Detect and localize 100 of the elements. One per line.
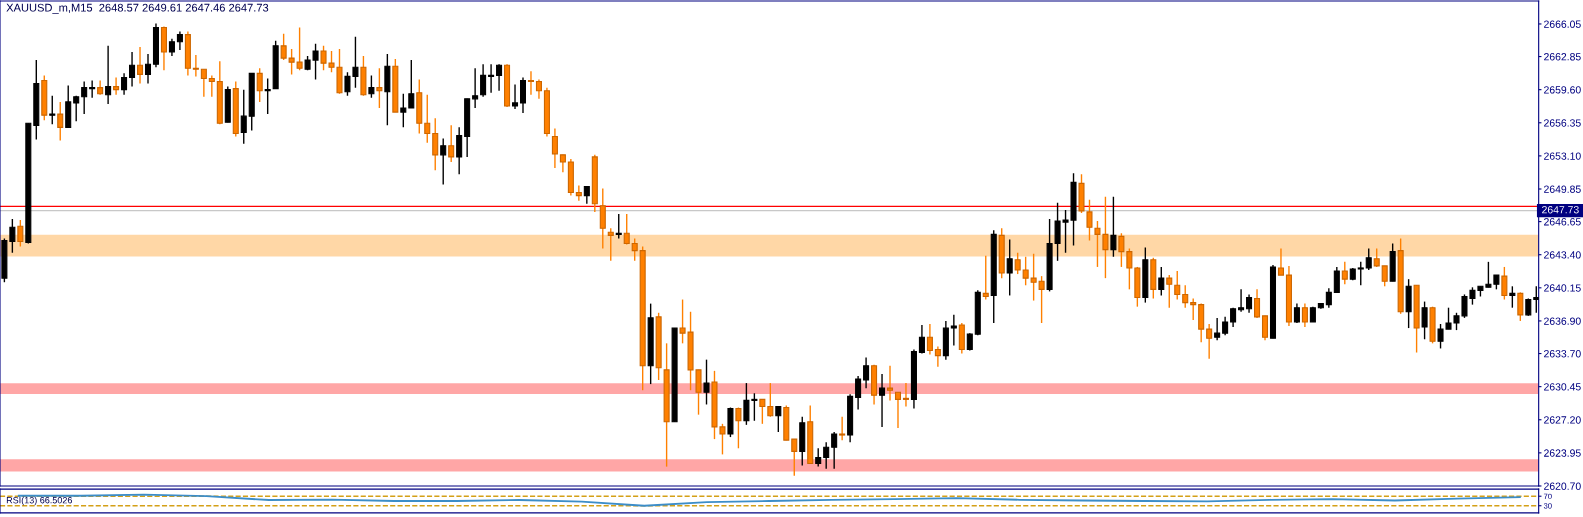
candlestick [81, 80, 88, 115]
candlestick [519, 76, 527, 114]
candlestick [488, 63, 495, 94]
candlestick [791, 438, 798, 477]
candlestick [551, 127, 558, 169]
candlestick [1365, 247, 1372, 271]
candlestick [982, 255, 989, 301]
candlestick [440, 137, 447, 186]
candlestick [136, 46, 144, 85]
candlestick [575, 184, 582, 202]
candlestick [432, 117, 439, 171]
candlestick [1341, 261, 1348, 285]
y-tick-label: 2646.65 [1544, 218, 1581, 226]
candlestick [631, 237, 638, 262]
y-tick-label: 2627.20 [1544, 416, 1581, 424]
candlestick [49, 95, 56, 126]
candlestick [1501, 266, 1508, 301]
candlestick [89, 79, 96, 99]
candlestick [496, 63, 503, 92]
y-tick-label: 2640.15 [1544, 284, 1581, 292]
candlestick [208, 74, 215, 98]
candlestick [703, 358, 710, 406]
candlestick [105, 45, 112, 105]
ref-line-label: 2647.73 [1542, 206, 1579, 214]
y-tick-label: 2656.35 [1544, 119, 1581, 127]
candlestick [894, 391, 902, 429]
y-tick-label: 2653.10 [1544, 152, 1581, 160]
candlestick [815, 447, 822, 468]
candlestick [1333, 266, 1340, 294]
candlestick [759, 398, 766, 425]
candlestick [400, 93, 407, 129]
candlestick [113, 76, 120, 96]
candlestick [823, 441, 830, 470]
y-tick-label: 2643.40 [1544, 251, 1581, 259]
candlestick [1014, 251, 1021, 275]
candlestick [855, 375, 862, 411]
candlestick [1206, 323, 1213, 360]
candlestick [1238, 288, 1245, 313]
candlestick [57, 101, 64, 142]
y-tick-label: 2630.45 [1544, 383, 1581, 391]
y-tick-label: 2662.85 [1544, 53, 1581, 61]
candlestick [1381, 265, 1388, 287]
y-tick-label: 2623.95 [1544, 449, 1581, 457]
candlestick [1214, 317, 1221, 341]
candlestick [1006, 238, 1013, 297]
candlestick [934, 345, 941, 368]
candlestick [200, 68, 207, 98]
candlestick [879, 373, 886, 428]
candlestick [775, 405, 782, 433]
candlestick [1517, 291, 1524, 322]
candlestick [256, 67, 263, 103]
y-tick-label: 2649.85 [1544, 185, 1581, 193]
y-tick-label: 2666.05 [1544, 20, 1581, 28]
candlestick [1509, 285, 1516, 309]
candlestick [144, 53, 152, 85]
candlestick [863, 356, 870, 389]
candlestick [17, 219, 24, 248]
candlestick [121, 72, 128, 96]
candlestick [1190, 297, 1197, 321]
candlestick [1277, 247, 1284, 276]
candlestick [1246, 293, 1253, 314]
y-tick-label: 2620.70 [1544, 482, 1581, 490]
chart-title: XAUUSD_m,M15 2648.57 2649.61 2647.46 2647.73 [6, 3, 269, 14]
candlestick [926, 323, 933, 356]
candlestick [535, 78, 542, 100]
text: RSI(13) 66.5026 [6, 496, 72, 506]
candlestick [1293, 302, 1300, 324]
candlestick [839, 416, 846, 441]
y-tick-label: 2633.70 [1544, 350, 1581, 358]
candlestick [623, 213, 630, 246]
candlestick [1373, 247, 1380, 268]
candlestick [1254, 288, 1261, 319]
y-tick-label: 2659.60 [1544, 86, 1581, 94]
candlestick [1222, 316, 1229, 336]
candlestick [480, 63, 487, 98]
candlestick [1022, 256, 1029, 286]
candlestick [1158, 266, 1165, 297]
candlestick [1301, 302, 1308, 328]
candlestick [264, 77, 271, 115]
candlestick [73, 95, 80, 122]
candlestick [607, 227, 614, 262]
candlestick [1421, 300, 1428, 340]
candlestick [456, 126, 463, 175]
candlestick [886, 365, 894, 402]
candlestick [1261, 315, 1269, 341]
candlestick [448, 124, 455, 163]
candlestick [192, 54, 199, 78]
candlestick [376, 67, 383, 109]
candlestick [129, 51, 136, 88]
candlestick [599, 187, 606, 250]
candlestick [511, 83, 519, 110]
candlestick [368, 74, 375, 99]
candlestick [424, 94, 431, 144]
candlestick [767, 382, 774, 418]
candlestick [735, 406, 742, 449]
candlestick [950, 314, 957, 347]
candlestick [1174, 270, 1181, 301]
candlestick [472, 67, 479, 109]
candlestick [1357, 261, 1364, 286]
candlestick [918, 324, 925, 355]
